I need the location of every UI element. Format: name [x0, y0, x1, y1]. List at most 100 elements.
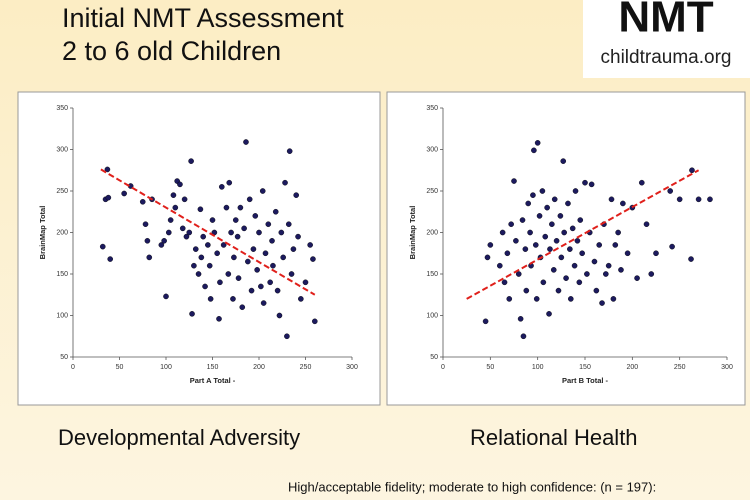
point [290, 246, 297, 252]
point [302, 279, 309, 286]
point [565, 200, 571, 207]
x-axis-label: Part A Total - [190, 376, 236, 385]
x-tick-label: 100 [160, 364, 172, 371]
point [596, 242, 603, 248]
point [546, 311, 552, 317]
y-tick-label: 100 [56, 312, 68, 319]
point [170, 192, 177, 198]
point [593, 287, 600, 294]
point [482, 318, 489, 325]
point [282, 179, 288, 186]
point [639, 179, 645, 186]
point [618, 267, 624, 273]
point [278, 229, 285, 236]
point [307, 242, 313, 248]
x-tick-label: 200 [253, 364, 265, 371]
point [214, 250, 220, 257]
point [181, 196, 188, 203]
point [669, 243, 675, 250]
point [234, 233, 241, 240]
y-tick-label: 100 [426, 312, 438, 319]
y-tick-label: 250 [56, 188, 68, 195]
point [577, 217, 584, 223]
point [555, 287, 562, 294]
x-tick-label: 200 [626, 364, 638, 371]
point [260, 300, 267, 306]
point [231, 254, 237, 261]
point [280, 254, 286, 261]
point [667, 188, 674, 194]
point [539, 188, 546, 194]
point [533, 296, 540, 302]
chart-panel [17, 91, 381, 406]
point [288, 271, 295, 277]
point [142, 221, 149, 227]
x-tick-label: 150 [579, 364, 591, 371]
point [269, 237, 275, 244]
point [230, 296, 236, 302]
point [209, 217, 216, 223]
point [195, 271, 202, 277]
y-tick-label: 300 [56, 146, 68, 153]
point [254, 267, 260, 273]
point [218, 184, 225, 190]
point [172, 204, 179, 211]
point [270, 262, 276, 269]
point [144, 237, 151, 244]
point [527, 229, 533, 236]
point [276, 312, 283, 319]
point [549, 221, 555, 227]
x-tick-label: 250 [300, 364, 312, 371]
point [295, 233, 301, 240]
x-tick-label: 100 [532, 364, 544, 371]
point [508, 221, 514, 227]
point [298, 296, 304, 302]
point [517, 316, 524, 322]
point [217, 279, 223, 286]
point [104, 166, 111, 173]
point [197, 206, 204, 213]
point [520, 333, 527, 340]
logo-box [583, 0, 750, 78]
point [228, 229, 234, 236]
point [286, 148, 293, 154]
point [285, 221, 292, 227]
point [515, 271, 522, 277]
point [547, 246, 553, 252]
point [551, 196, 558, 203]
point [284, 333, 290, 340]
point [689, 167, 695, 174]
point [250, 246, 257, 252]
point [146, 254, 153, 261]
y-tick-label: 150 [56, 271, 68, 278]
point [574, 237, 581, 244]
point [293, 192, 300, 198]
point [158, 242, 165, 248]
point [591, 258, 598, 265]
y-axis-label: BrainMap Total [38, 206, 47, 260]
point [624, 250, 631, 257]
point [246, 196, 253, 203]
point [105, 194, 112, 201]
point [584, 271, 590, 277]
point [519, 217, 526, 223]
point [576, 279, 583, 286]
point [634, 275, 640, 281]
point [259, 188, 266, 194]
point [107, 256, 113, 262]
trendline [100, 168, 316, 296]
point [579, 250, 585, 257]
point [256, 229, 262, 236]
point [544, 204, 550, 211]
point [506, 296, 513, 302]
x-tick-label: 50 [486, 364, 494, 371]
point [200, 233, 206, 240]
point [542, 233, 549, 240]
point [232, 217, 239, 223]
point [165, 229, 172, 236]
point [523, 287, 530, 294]
point [550, 267, 557, 273]
y-axis-label: BrainMap Total [408, 206, 417, 260]
trendline [466, 169, 700, 300]
